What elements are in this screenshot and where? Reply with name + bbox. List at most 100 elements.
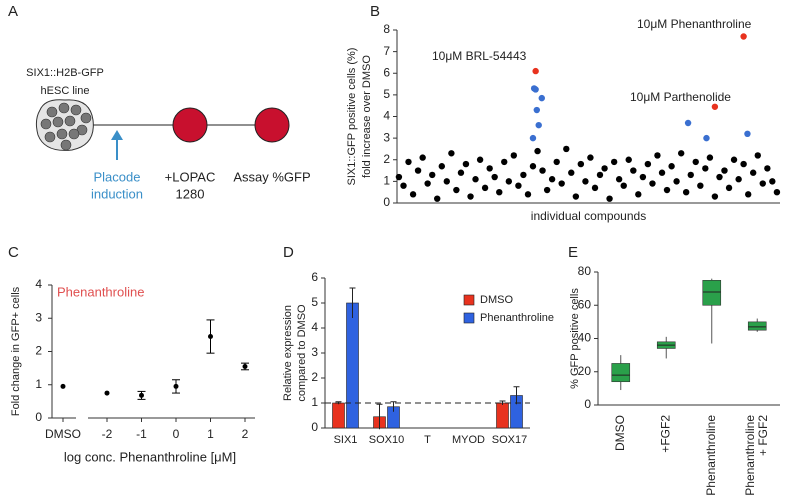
point — [749, 169, 757, 176]
point — [548, 176, 556, 183]
point — [615, 176, 623, 183]
point — [682, 188, 690, 196]
point — [577, 160, 585, 168]
x-tick-label: Phenanthroline — [743, 415, 757, 496]
panel-label: D — [283, 244, 294, 261]
point — [572, 193, 580, 200]
legend-label: DMSO — [480, 294, 513, 306]
point — [644, 160, 652, 168]
point — [510, 152, 518, 159]
point — [745, 191, 752, 198]
y-tick-label: 60 — [578, 297, 592, 311]
panel-label: A — [8, 3, 18, 20]
point — [649, 180, 656, 187]
y-axis-label: fold increase over DMSO — [361, 55, 373, 178]
y-tick-label: 6 — [311, 270, 318, 284]
point — [635, 191, 642, 198]
cell-line: SIX1::H2B-GFP — [26, 67, 104, 79]
x-tick-label: -1 — [136, 427, 147, 441]
y-tick-label: 4 — [383, 109, 390, 123]
y-axis-label: SIX1::GFP positive cells (%) — [346, 48, 358, 186]
point — [596, 171, 604, 179]
legend-swatch — [463, 294, 475, 306]
point — [601, 165, 608, 172]
point — [434, 195, 441, 202]
box — [702, 280, 722, 306]
legend-swatch — [463, 312, 475, 324]
point — [414, 167, 422, 174]
y-tick-label: 8 — [383, 22, 390, 36]
point — [60, 383, 66, 389]
x-tick-label: 0 — [173, 427, 180, 441]
point — [405, 158, 412, 166]
y-tick-label: 2 — [35, 344, 42, 358]
point — [582, 178, 589, 185]
y-tick-label: 3 — [311, 345, 318, 359]
point — [558, 180, 565, 187]
point — [538, 94, 545, 102]
box — [611, 363, 631, 383]
panel-a: A SIX1::H2B-GFP hESC line Placode induct… — [8, 3, 311, 201]
point — [568, 169, 575, 176]
point — [520, 171, 527, 179]
point — [668, 163, 675, 170]
point — [620, 182, 627, 189]
point — [716, 173, 723, 181]
point — [409, 191, 417, 198]
y-tick-label: 5 — [383, 87, 390, 101]
y-axis-label: Relative expression — [282, 305, 294, 401]
y-tick-label: 0 — [35, 410, 42, 424]
point — [453, 186, 460, 194]
bar — [496, 402, 509, 429]
x-tick-label: + FGF2 — [756, 415, 770, 456]
point — [139, 392, 144, 398]
annotation: Phenanthroline — [57, 284, 144, 299]
point — [173, 383, 179, 389]
point — [711, 193, 719, 200]
point — [486, 165, 493, 172]
x-tick-label: T — [424, 434, 431, 446]
point — [496, 188, 503, 196]
panel-label: B — [370, 3, 380, 20]
point — [773, 188, 781, 196]
y-tick-label: 1 — [383, 174, 390, 188]
y-tick-label: 7 — [383, 44, 390, 58]
point — [591, 184, 599, 192]
point — [606, 195, 613, 202]
step-label: induction — [91, 186, 143, 201]
step-label: Placode — [94, 169, 141, 184]
y-axis-label: compared to DMSO — [296, 304, 308, 402]
point — [702, 165, 709, 172]
step-node — [172, 107, 208, 143]
y-tick-label: 20 — [578, 364, 592, 378]
step-label: Assay %GFP — [233, 169, 310, 184]
point — [472, 176, 479, 183]
point — [740, 33, 747, 40]
point — [524, 191, 532, 198]
point — [429, 171, 436, 179]
annotation: 10μM Parthenolide — [630, 90, 731, 104]
point — [467, 193, 474, 200]
point — [505, 178, 513, 185]
point — [692, 158, 699, 166]
point — [658, 169, 666, 176]
point — [457, 169, 465, 176]
point — [625, 156, 632, 163]
point — [711, 103, 719, 110]
x-tick-label: Phenanthroline — [704, 415, 718, 496]
point — [443, 178, 450, 185]
point — [610, 158, 618, 166]
x-axis-label: individual compounds — [531, 209, 646, 223]
point — [677, 150, 685, 157]
point — [654, 152, 661, 159]
point — [744, 130, 751, 137]
point — [438, 163, 446, 170]
annotation: 10μM Phenanthroline — [637, 17, 752, 31]
panel-label: C — [8, 244, 19, 261]
point — [395, 173, 403, 181]
point — [476, 156, 484, 163]
legend-label: Phenanthroline — [480, 312, 554, 324]
point — [543, 186, 551, 194]
bar — [346, 302, 359, 429]
point — [687, 171, 694, 179]
